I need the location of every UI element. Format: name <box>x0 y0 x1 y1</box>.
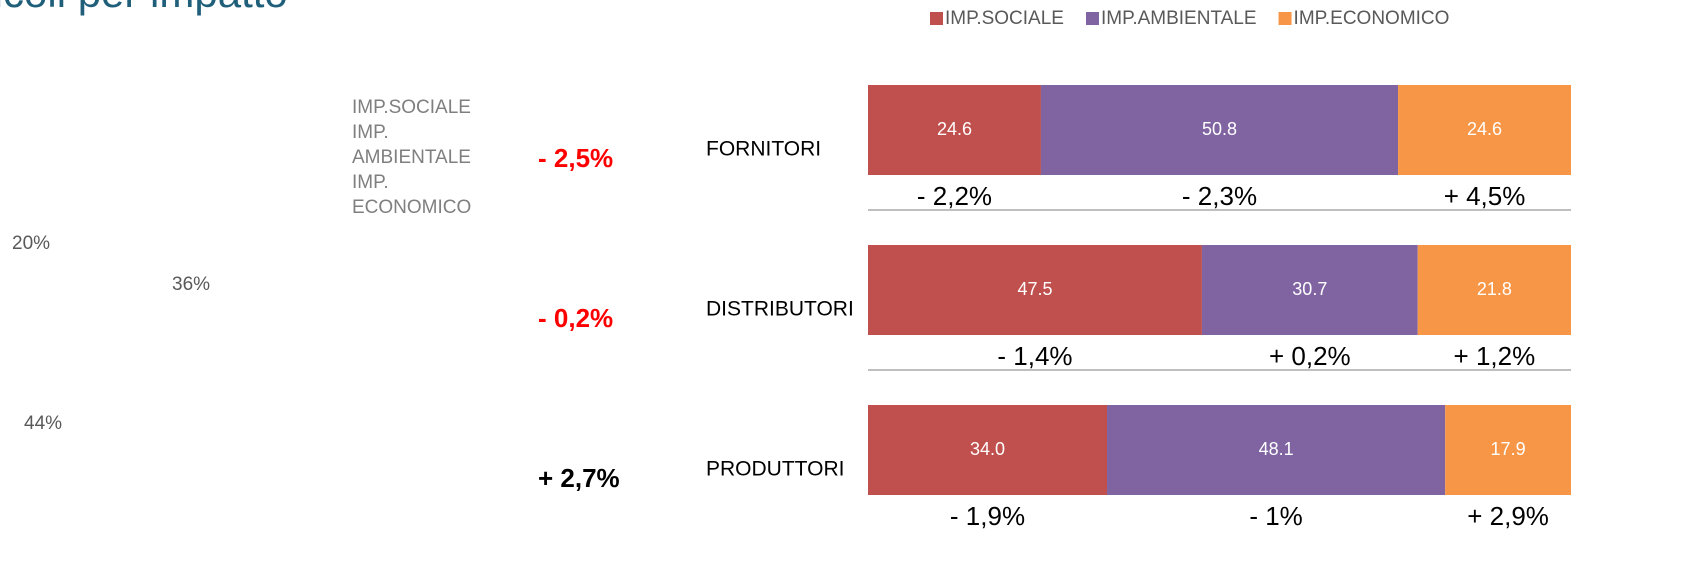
legend-label: IMP.AMBIENTALE <box>1101 8 1257 29</box>
total-change: - 2,5% <box>538 143 613 173</box>
change-label: - 2,3% <box>1182 181 1257 211</box>
bar-value-label: 21.8 <box>1477 279 1512 299</box>
legend-swatch <box>1278 12 1292 25</box>
pie-legend-entry: IMP. ECONOMICO <box>352 172 472 218</box>
change-label: + 4,5% <box>1444 181 1526 211</box>
bar-segment <box>868 245 1202 335</box>
category-label: FORNITORI <box>706 138 821 161</box>
legend-label: IMP.SOCIALE <box>945 8 1064 29</box>
change-label: - 2,2% <box>917 181 992 211</box>
change-label: + 1,2% <box>1454 341 1536 371</box>
title: ticoli per impatto <box>0 0 288 16</box>
bar-value-label: 48.1 <box>1259 439 1294 459</box>
bar-value-label: 24.6 <box>1467 119 1502 139</box>
change-label: + 0,2% <box>1269 341 1351 371</box>
category-label: DISTRIBUTORI <box>706 298 854 321</box>
change-label: - 1% <box>1249 501 1302 531</box>
bar-segment <box>1040 85 1399 175</box>
total-change: + 2,7% <box>538 463 620 493</box>
bar-value-label: 34.0 <box>970 439 1005 459</box>
bar-segment <box>1201 245 1418 335</box>
change-label: - 1,9% <box>950 501 1025 531</box>
pie-label: 44% <box>24 413 62 434</box>
legend-swatch <box>1085 12 1099 25</box>
total-change: - 0,2% <box>538 303 613 333</box>
bar-value-label: 50.8 <box>1202 119 1237 139</box>
category-label: PRODUTTORI <box>706 458 844 481</box>
bar-segment <box>1398 85 1571 175</box>
bar-value-label: 17.9 <box>1491 439 1526 459</box>
legend-label: IMP.ECONOMICO <box>1294 8 1450 29</box>
pie-legend-entry: IMP.SOCIALE <box>352 97 471 118</box>
bar-segment <box>1445 405 1571 495</box>
bar-segment <box>868 85 1041 175</box>
pie-label: 20% <box>12 233 50 254</box>
legend-swatch <box>930 12 943 25</box>
bar-segment <box>1107 405 1446 495</box>
bar-value-label: 47.5 <box>1017 279 1052 299</box>
bar-segment <box>1417 245 1571 335</box>
change-label: - 1,4% <box>997 341 1072 371</box>
bar-segment <box>868 405 1108 495</box>
bar-value-label: 30.7 <box>1292 279 1327 299</box>
bar-value-label: 24.6 <box>937 119 972 139</box>
pie-label: 36% <box>172 274 210 295</box>
pie-legend-entry: IMP. AMBIENTALE <box>352 122 471 168</box>
change-label: + 2,9% <box>1467 501 1549 531</box>
